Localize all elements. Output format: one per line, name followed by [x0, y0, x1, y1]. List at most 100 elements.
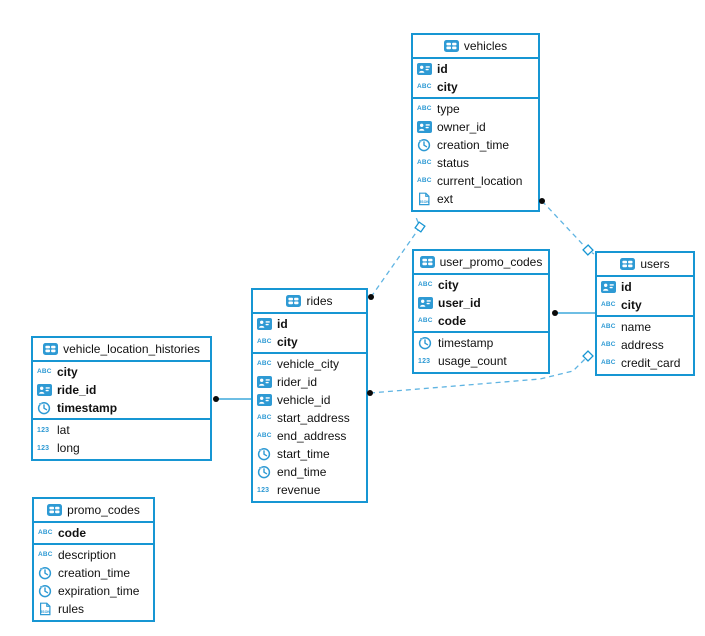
field-row-city[interactable]: ABC city [413, 78, 538, 96]
field-name: credit_card [621, 356, 681, 370]
field-row-rider_id[interactable]: rider_id [253, 373, 366, 391]
field-row-vehicle_id[interactable]: vehicle_id [253, 391, 366, 409]
field-row-long[interactable]: 123 long [33, 439, 210, 457]
json-type-icon: JSON [38, 602, 56, 616]
field-row-city[interactable]: ABC city [253, 333, 366, 351]
field-row-revenue[interactable]: 123 revenue [253, 481, 366, 499]
field-row-end_address[interactable]: ABC end_address [253, 427, 366, 445]
field-name: current_location [437, 174, 523, 188]
field-row-name[interactable]: ABC name [597, 318, 693, 336]
field-name: id [277, 317, 288, 331]
field-row-owner_id[interactable]: owner_id [413, 118, 538, 136]
field-row-start_time[interactable]: start_time [253, 445, 366, 463]
field-row-code[interactable]: ABC code [414, 312, 548, 330]
table-header[interactable]: vehicle_location_histories [33, 338, 210, 362]
field-row-usage_count[interactable]: 123 usage_count [414, 352, 548, 370]
timestamp-type-icon [38, 566, 56, 580]
field-row-id[interactable]: id [413, 60, 538, 78]
table-vehicles[interactable]: vehicles id ABC city ABC type owner_id creation… [411, 33, 540, 212]
field-row-end_time[interactable]: end_time [253, 463, 366, 481]
field-row-description[interactable]: ABC description [34, 546, 153, 564]
relationship-vehicles-users[interactable] [541, 200, 595, 255]
primary-key-section: ABC city user_id ABC code [414, 275, 548, 333]
timestamp-type-icon [418, 336, 436, 350]
table-icon [286, 295, 302, 307]
primary-key-section: id ABC city [597, 277, 693, 317]
field-name: description [58, 548, 117, 562]
field-row-credit_card[interactable]: ABC credit_card [597, 354, 693, 372]
string-type-icon: ABC [418, 280, 433, 288]
field-row-city[interactable]: ABC city [33, 363, 210, 381]
timestamp-type-icon [417, 138, 435, 152]
field-name: city [277, 335, 298, 349]
field-row-timestamp[interactable]: timestamp [414, 334, 548, 352]
string-type-icon: ABC [417, 82, 432, 90]
table-header[interactable]: vehicles [413, 35, 538, 59]
fields-section: 123 lat 123 long [33, 420, 210, 459]
field-name: city [621, 298, 642, 312]
table-rides[interactable]: rides id ABC city ABC vehicle_city rider_id veh… [251, 288, 368, 503]
field-row-user_id[interactable]: user_id [414, 294, 548, 312]
table-icon [620, 258, 636, 270]
number-type-icon: 123 [37, 426, 50, 434]
field-row-status[interactable]: ABC status [413, 154, 538, 172]
timestamp-type-icon [257, 447, 275, 461]
string-type-icon: ABC [417, 158, 432, 166]
string-type-icon: ABC [417, 176, 432, 184]
field-row-creation_time[interactable]: creation_time [413, 136, 538, 154]
field-name: revenue [277, 483, 321, 497]
table-promo_codes[interactable]: promo_codes ABC code ABC description creation… [32, 497, 155, 622]
timestamp-type-icon [38, 584, 56, 598]
field-row-type[interactable]: ABC type [413, 100, 538, 118]
number-type-icon: 123 [37, 444, 50, 452]
field-name: id [621, 280, 632, 294]
field-row-vehicle_city[interactable]: ABC vehicle_city [253, 355, 366, 373]
field-name: vehicle_id [277, 393, 331, 407]
id-card-icon [37, 384, 55, 396]
field-row-current_location[interactable]: ABC current_location [413, 172, 538, 190]
string-type-icon: ABC [601, 340, 616, 348]
field-name: end_address [277, 429, 347, 443]
field-row-city[interactable]: ABC city [597, 296, 693, 314]
field-row-creation_time[interactable]: creation_time [34, 564, 153, 582]
fields-section: ABC type owner_id creation_time ABC status ABC… [413, 99, 538, 210]
timestamp-type-icon [257, 465, 275, 479]
string-type-icon: ABC [601, 358, 616, 366]
field-row-expiration_time[interactable]: expiration_time [34, 582, 153, 600]
relationship-square-endpoint [582, 350, 594, 362]
string-type-icon: ABC [417, 104, 432, 112]
table-header[interactable]: promo_codes [34, 499, 153, 523]
field-row-timestamp[interactable]: timestamp [33, 399, 210, 417]
table-title: rides [306, 294, 333, 308]
field-row-address[interactable]: ABC address [597, 336, 693, 354]
relationship-dot-endpoint [213, 396, 219, 402]
field-name: start_time [277, 447, 330, 461]
field-row-id[interactable]: id [597, 278, 693, 296]
field-row-ride_id[interactable]: ride_id [33, 381, 210, 399]
field-row-ext[interactable]: JSON ext [413, 190, 538, 208]
field-name: start_address [277, 411, 350, 425]
table-header[interactable]: user_promo_codes [414, 251, 548, 275]
table-user_promo_codes[interactable]: user_promo_codes ABC city user_id ABC code tim… [412, 249, 550, 374]
json-type-icon: JSON [417, 192, 435, 206]
string-type-icon: ABC [257, 413, 272, 421]
field-name: user_id [438, 296, 481, 310]
field-row-city[interactable]: ABC city [414, 276, 548, 294]
field-row-id[interactable]: id [253, 315, 366, 333]
table-header[interactable]: users [597, 253, 693, 277]
field-row-rules[interactable]: JSON rules [34, 600, 153, 618]
field-name: code [58, 526, 87, 540]
table-users[interactable]: users id ABC city ABC name ABC address ABC credit… [595, 251, 695, 376]
table-vehicle_location_histories[interactable]: vehicle_location_histories ABC city ride_id… [31, 336, 212, 461]
field-row-lat[interactable]: 123 lat [33, 421, 210, 439]
field-name: address [621, 338, 664, 352]
field-row-start_address[interactable]: ABC start_address [253, 409, 366, 427]
field-row-code[interactable]: ABC code [34, 524, 153, 542]
field-name: usage_count [438, 354, 507, 368]
table-header[interactable]: rides [253, 290, 366, 314]
id-card-icon [257, 318, 275, 330]
number-type-icon: 123 [418, 357, 431, 365]
field-name: timestamp [57, 401, 118, 415]
field-name: code [438, 314, 467, 328]
id-card-icon [417, 63, 435, 75]
